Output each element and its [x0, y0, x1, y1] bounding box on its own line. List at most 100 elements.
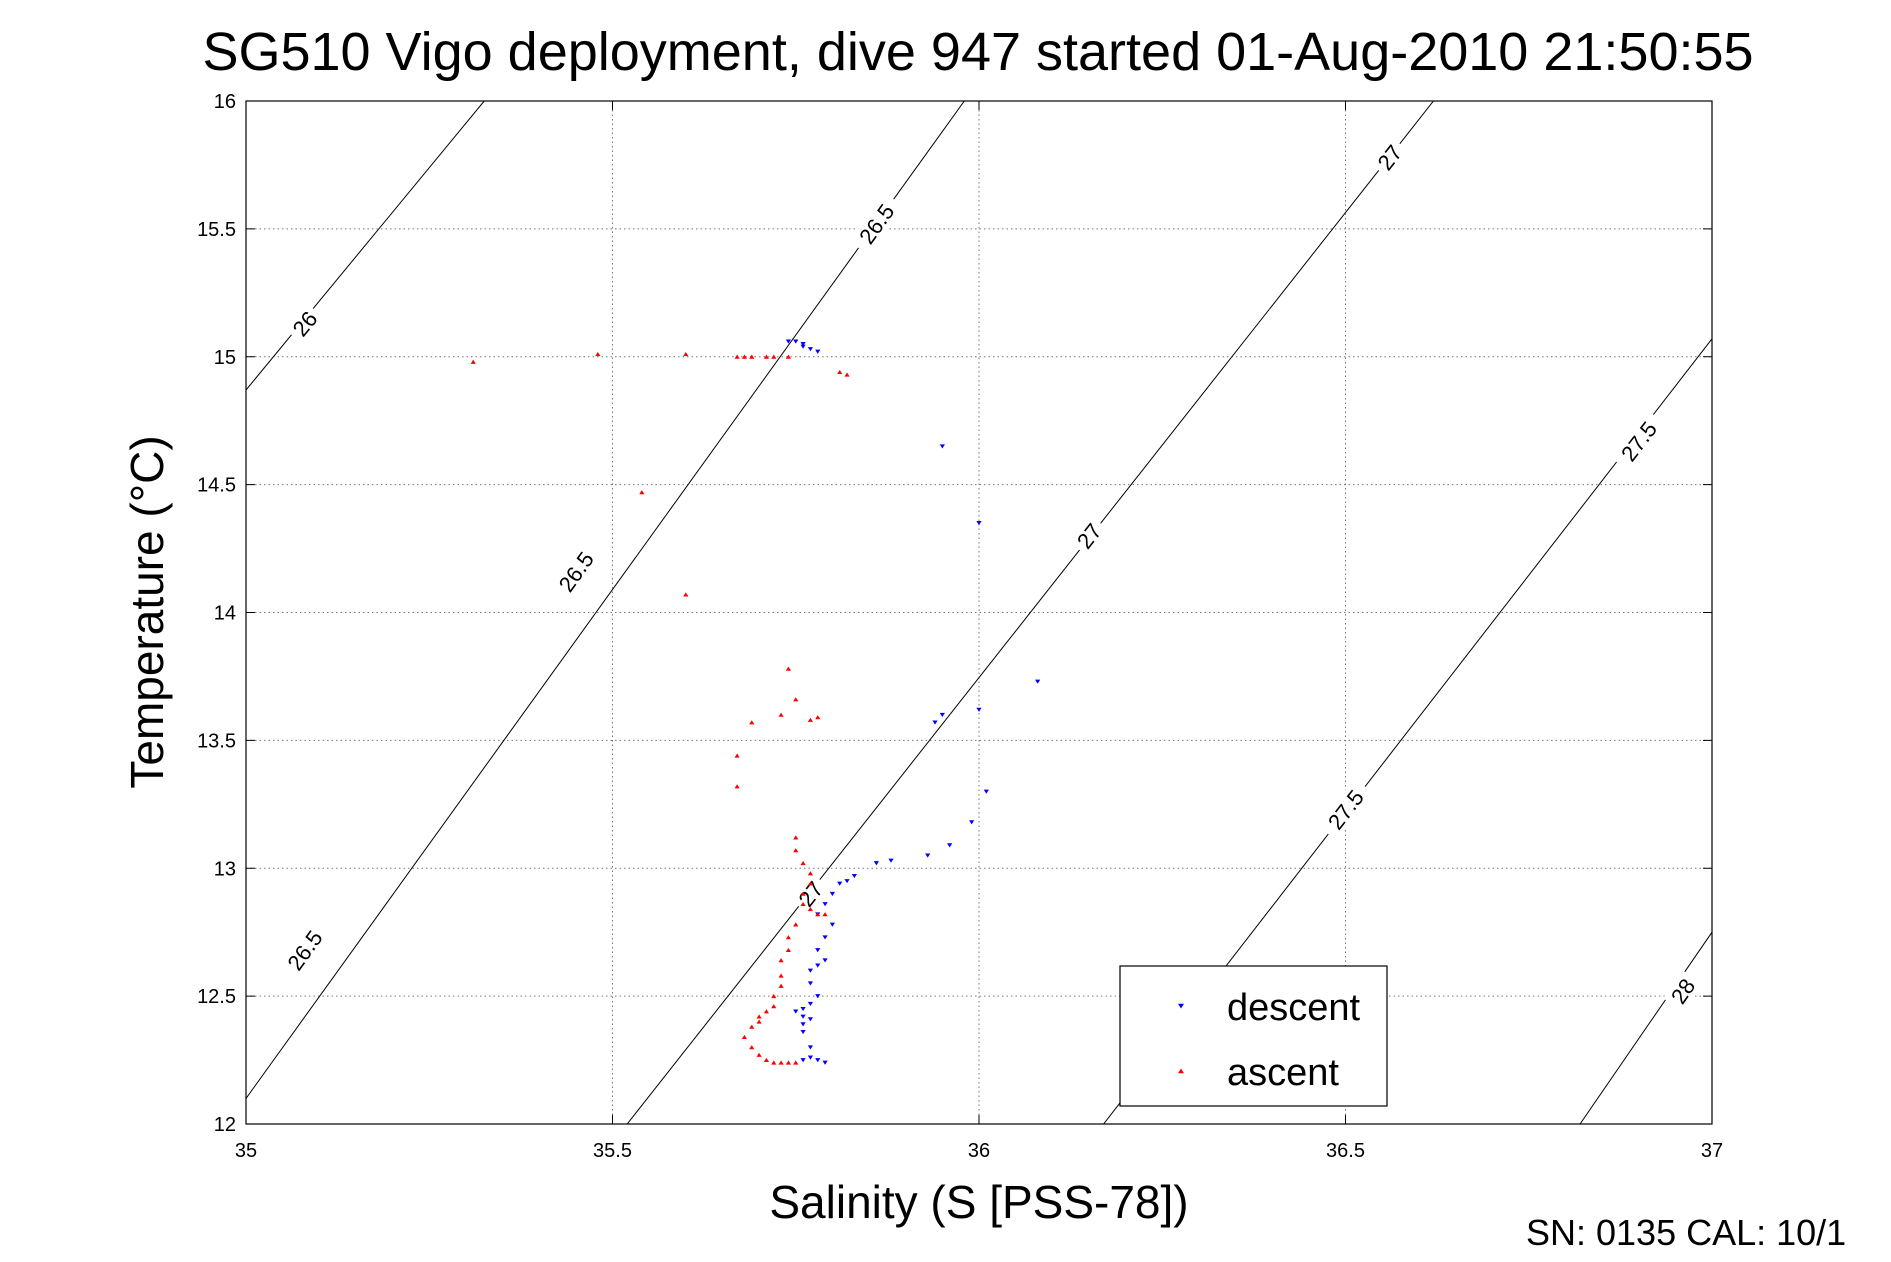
descent-point — [969, 820, 975, 825]
ascent-point — [800, 860, 806, 866]
x-tick-label: 35 — [235, 1140, 257, 1162]
data-series — [470, 339, 1041, 1065]
descent-point — [800, 1022, 806, 1027]
density-contour-label: 26.5 — [849, 192, 904, 256]
ascent-point — [800, 891, 806, 896]
descent-point — [976, 521, 982, 526]
ascent-point — [837, 369, 843, 375]
ascent-point — [763, 1057, 770, 1063]
ascent-point — [470, 359, 476, 364]
descent-point — [815, 349, 821, 354]
descent-point — [807, 981, 814, 986]
ascent-point — [741, 354, 748, 359]
ascent-point — [793, 835, 799, 840]
density-contour-line — [246, 101, 485, 391]
x-tick-label: 36.5 — [1326, 1140, 1365, 1162]
ascent-point — [683, 592, 689, 597]
y-tick-label: 13.5 — [197, 730, 236, 752]
descent-point — [976, 707, 982, 712]
y-tick-label: 14 — [214, 603, 236, 625]
contour-label-background — [277, 918, 332, 982]
ascent-point — [771, 1060, 777, 1065]
ascent-point — [793, 697, 799, 702]
ascent-point — [763, 354, 770, 359]
descent-point — [800, 1058, 806, 1063]
density-contour-label: 27.5 — [1317, 778, 1374, 841]
ascent-point — [785, 666, 792, 671]
descent-point — [807, 347, 814, 352]
descent-point — [793, 339, 799, 344]
ascent-point — [785, 947, 792, 953]
ascent-point — [763, 1009, 770, 1014]
ascent-point — [807, 717, 814, 722]
descent-point — [851, 873, 857, 879]
ascent-point — [778, 712, 784, 717]
ascent-point — [807, 871, 814, 876]
descent-point — [822, 958, 828, 963]
ascent-point — [771, 354, 777, 359]
series-ascent — [470, 351, 850, 1065]
descent-point — [815, 963, 821, 968]
density-contour-line — [626, 101, 1434, 1124]
descent-point — [807, 968, 814, 973]
contour-label-text: 27 — [1072, 519, 1107, 554]
axis-tick-labels: 35 35.5 36 36.5 37 12 12.5 13 13.5 14 14.5 15 15.5 16 — [197, 91, 1723, 1162]
descent-point — [800, 344, 806, 349]
y-tick-label: 15 — [214, 347, 236, 369]
y-tick-label: 16 — [214, 91, 236, 113]
contour-label-background — [790, 873, 831, 915]
ascent-point — [822, 912, 828, 917]
ascent-point — [756, 1052, 762, 1057]
descent-point — [800, 1014, 806, 1019]
descent-point — [822, 935, 828, 940]
axis-ticks — [245, 100, 1713, 1125]
descent-point — [822, 902, 828, 907]
contour-label-background — [1663, 970, 1703, 1012]
ascent-point — [756, 1014, 762, 1019]
descent-point — [939, 712, 945, 718]
descent-point — [807, 1001, 814, 1007]
legend-label-descent: descent — [1227, 987, 1361, 1029]
ascent-point — [749, 1024, 755, 1029]
y-axis-label: Temperature (°C) — [121, 435, 173, 788]
descent-point — [800, 1006, 806, 1012]
density-contour-label: 27.5 — [1610, 410, 1667, 473]
ascent-point — [778, 1060, 784, 1065]
series-descent — [785, 339, 1041, 1065]
ascent-point — [785, 354, 792, 359]
ascent-point — [793, 848, 799, 853]
x-tick-label: 37 — [1701, 1140, 1723, 1162]
y-tick-label: 13 — [214, 858, 236, 880]
descent-point — [785, 339, 792, 344]
legend-marker-ascent — [1178, 1068, 1184, 1074]
descent-point — [873, 861, 879, 866]
descent-point — [815, 1058, 821, 1063]
ascent-point — [734, 784, 740, 789]
contour-label-background — [1069, 514, 1109, 557]
descent-point — [822, 1060, 828, 1065]
y-tick-label: 14.5 — [197, 475, 236, 497]
ascent-point — [815, 912, 821, 917]
contour-label-background — [548, 540, 604, 603]
descent-point — [947, 843, 953, 848]
chart-title: SG510 Vigo deployment, dive 947 started … — [202, 22, 1753, 82]
x-tick-label: 36 — [968, 1140, 990, 1162]
ascent-point — [756, 1019, 762, 1024]
ascent-point — [749, 354, 755, 359]
x-tick-label: 35.5 — [593, 1140, 632, 1162]
ascent-point — [800, 901, 806, 907]
descent-point — [807, 1017, 814, 1022]
descent-point — [807, 1055, 814, 1060]
footer-serial-cal: SN: 0135 CAL: 10/1 — [1526, 1212, 1846, 1253]
descent-point — [939, 444, 945, 449]
contour-label-background — [1610, 410, 1667, 473]
density-contour-label: 28 — [1663, 970, 1703, 1012]
legend-marker-descent — [1178, 1003, 1184, 1009]
descent-point — [844, 879, 850, 884]
descent-point — [815, 994, 821, 999]
descent-point — [932, 720, 938, 725]
ascent-point — [778, 973, 784, 978]
density-contour-label: 27 — [1069, 514, 1109, 557]
